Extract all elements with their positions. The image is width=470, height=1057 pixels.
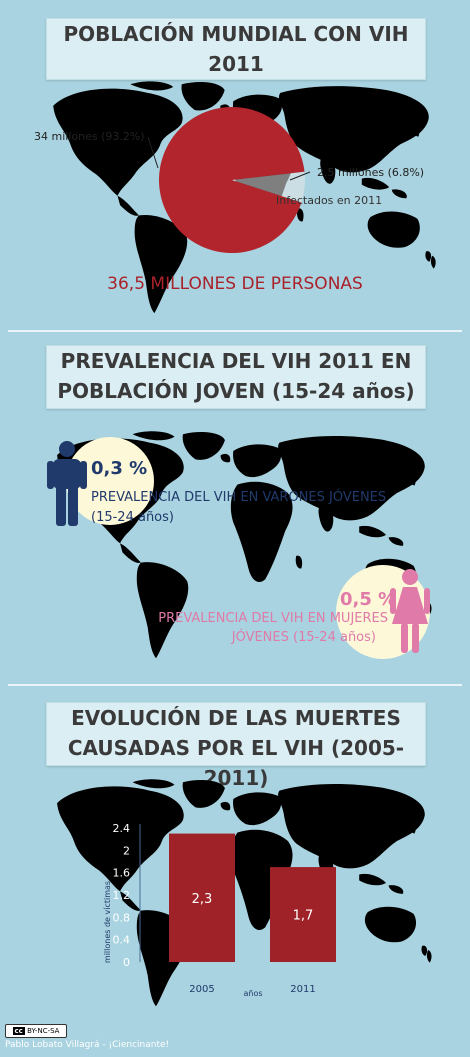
male-percentage: 0,3 % (91, 458, 148, 479)
female-icon (390, 569, 430, 653)
divider-2 (8, 684, 462, 686)
y-axis-label: millones de víctimas (103, 881, 112, 963)
section1-title-line1: POBLACIÓN MUNDIAL CON VIH (63, 22, 409, 46)
pie-chart (147, 107, 311, 254)
y-tick-label: 2 (123, 844, 130, 857)
cc-license-badge: cc BY-NC-SA (5, 1024, 67, 1038)
bar-2011 (270, 867, 336, 962)
pie-label-small: 2.5 millones (6.8%) (317, 166, 425, 179)
bar-value-label: 2,3 (192, 892, 213, 907)
section2-title-line1: PREVALENCIA DEL VIH 2011 EN (60, 349, 412, 373)
male-description-line2: (15-24 años) (91, 510, 174, 525)
x-axis-label: años (243, 989, 262, 998)
y-tick-label: 2.4 (113, 822, 131, 835)
female-percentage: 0,5 % (340, 589, 397, 610)
y-tick-label: 0.8 (113, 911, 131, 924)
pie-legend: Infectados en 2011 (276, 194, 383, 207)
bar-chart: 0 0.4 0.8 1.2 1.6 2 2.4 millones de víctimas 2,3… (103, 822, 336, 998)
total-people: 36,5 MILLONES DE PERSONAS (107, 274, 363, 294)
male-description-line1: PREVALENCIA DEL VIH EN VARONES JÓVENES (91, 490, 387, 505)
section3-title-line1: EVOLUCIÓN DE LAS MUERTES (71, 706, 401, 730)
y-tick-label: 0 (123, 956, 130, 969)
section1-title: POBLACIÓN MUNDIAL CON VIH 2011 (46, 18, 426, 80)
y-tick-label: 1.2 (113, 889, 131, 902)
bar-2005 (169, 833, 235, 962)
pie-slice-large (158, 107, 305, 254)
y-tick-label: 1.6 (113, 867, 131, 880)
section3-title: EVOLUCIÓN DE LAS MUERTES CAUSADAS POR EL… (46, 702, 426, 790)
bar-value-label: 1,7 (293, 909, 314, 924)
pie-leader-large (147, 136, 159, 169)
pie-label-large: 34 millones (93.2%) (34, 130, 145, 143)
female-description-line2: JÓVENES (15-24 años) (231, 630, 376, 645)
x-tick-label: 2005 (189, 984, 214, 995)
section1-title-line2: 2011 (208, 52, 264, 76)
divider-1 (8, 330, 462, 332)
section3-title-line2: CAUSADAS POR EL VIH (2005-2011) (67, 736, 405, 790)
female-description-line1: PREVALENCIA DEL VIH EN MUJERES (158, 611, 388, 626)
license-text: BY-NC-SA (27, 1027, 60, 1035)
pie-leader-small (289, 171, 311, 181)
y-tick-label: 0.4 (113, 934, 131, 947)
section2-title-line2: POBLACIÓN JOVEN (15-24 años) (57, 379, 415, 403)
pie-slice-small (232, 171, 305, 203)
credit-text: Pablo Lobato Villagrá - ¡Ciencinante! (5, 1040, 170, 1050)
male-icon (47, 441, 87, 526)
x-tick-label: 2011 (290, 984, 315, 995)
section2-title: PREVALENCIA DEL VIH 2011 EN POBLACIÓN JO… (46, 345, 426, 409)
